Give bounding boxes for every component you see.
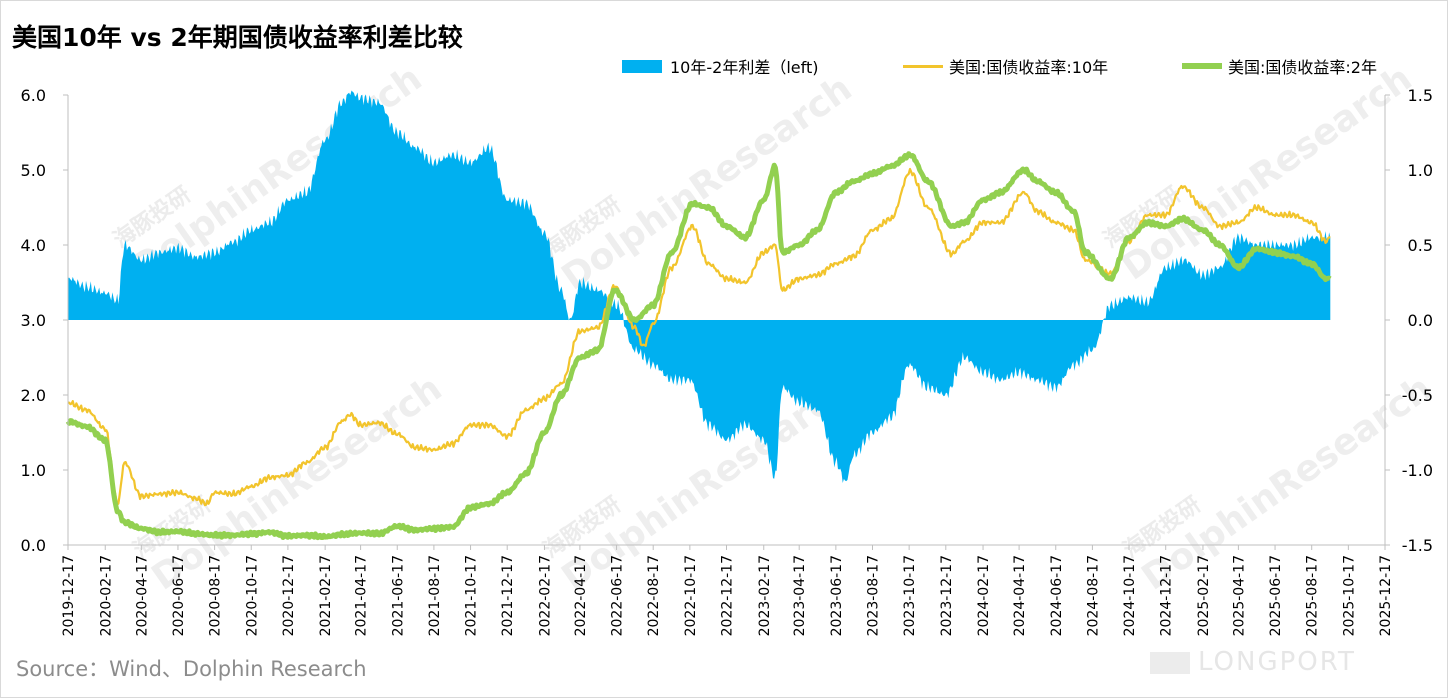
legend-item-10y: 美国:国债收益率:10年 bbox=[903, 54, 1108, 78]
x-tick-label: 2024-02-17 bbox=[976, 555, 992, 636]
y-right-tick-label: 1.5 bbox=[1408, 86, 1433, 105]
legend-item-spread: 10年-2年利差（left) bbox=[622, 54, 818, 78]
x-tick-label: 2023-02-17 bbox=[757, 555, 773, 636]
x-tick-label: 2024-04-17 bbox=[1012, 555, 1028, 636]
y-left-tick-label: 4.0 bbox=[21, 236, 46, 255]
x-tick-label: 2025-08-17 bbox=[1305, 555, 1321, 636]
legend-label-10y: 美国:国债收益率:10年 bbox=[949, 58, 1109, 77]
legend-item-2y: 美国:国债收益率:2年 bbox=[1182, 54, 1377, 78]
y-right-tick-label: -1.0 bbox=[1402, 461, 1433, 480]
legend-label-spread: 10年-2年利差（left) bbox=[670, 58, 819, 77]
x-tick-label: 2024-06-17 bbox=[1049, 555, 1065, 636]
x-tick-label: 2022-10-17 bbox=[683, 555, 699, 636]
chart-title: 美国10年 vs 2年期国债收益率利差比较 bbox=[12, 23, 463, 52]
x-tick-label: 2022-08-17 bbox=[646, 555, 662, 636]
x-tick-label: 2020-06-17 bbox=[171, 555, 187, 636]
x-tick-label: 2024-08-17 bbox=[1085, 555, 1101, 636]
yield-lines-layer bbox=[65, 151, 1332, 541]
y-right-tick-label: 0.5 bbox=[1408, 236, 1433, 255]
y-left-tick-label: 0.0 bbox=[21, 536, 46, 555]
x-tick-label: 2024-12-17 bbox=[1159, 555, 1175, 636]
x-tick-label: 2020-04-17 bbox=[134, 555, 150, 636]
y-left-tick-label: 3.0 bbox=[21, 311, 46, 330]
series-2y-line bbox=[65, 151, 1332, 541]
x-tick-label: 2020-02-17 bbox=[98, 555, 114, 636]
y-right-tick-label: -1.5 bbox=[1402, 536, 1433, 555]
x-tick-label: 2023-06-17 bbox=[829, 555, 845, 636]
legend-swatch-2y bbox=[1182, 63, 1222, 69]
x-tick-label: 2023-10-17 bbox=[902, 555, 918, 636]
y-left-tick-label: 6.0 bbox=[21, 86, 46, 105]
x-tick-label: 2022-06-17 bbox=[610, 555, 626, 636]
brand-logo: LONGPORT bbox=[1150, 647, 1356, 677]
x-tick-label: 2025-06-17 bbox=[1268, 555, 1284, 636]
x-tick-label: 2023-12-17 bbox=[939, 555, 955, 636]
y-right-tick-label: -0.5 bbox=[1402, 386, 1433, 405]
x-tick-label: 2020-08-17 bbox=[208, 555, 224, 636]
x-tick-label: 2022-04-17 bbox=[573, 555, 589, 636]
x-tick-label: 2021-06-17 bbox=[390, 555, 406, 636]
source-note: Source：Wind、Dolphin Research bbox=[16, 657, 367, 681]
x-tick-label: 2021-04-17 bbox=[354, 555, 370, 636]
legend-label-2y: 美国:国债收益率:2年 bbox=[1228, 58, 1377, 77]
x-tick-label: 2025-04-17 bbox=[1231, 555, 1247, 636]
x-tick-label: 2025-10-17 bbox=[1341, 555, 1357, 636]
y-left-tick-label: 5.0 bbox=[21, 161, 46, 180]
x-tick-label: 2021-10-17 bbox=[464, 555, 480, 636]
y-right-tick-label: 1.0 bbox=[1408, 161, 1433, 180]
y-left-tick-label: 2.0 bbox=[21, 386, 46, 405]
brand-mark-icon bbox=[1150, 651, 1190, 674]
x-tick-label: 2020-12-17 bbox=[281, 555, 297, 636]
x-tick-label: 2020-10-17 bbox=[244, 555, 260, 636]
axes-layer: 0.0 1.0 2.0 3.0 4.0 5.0 6.0 -1.5 -1.0 -0.5 0.0 0.5 1… bbox=[21, 86, 1433, 636]
x-tick-label: 2019-12-17 bbox=[61, 555, 77, 636]
x-tick-label: 2025-02-17 bbox=[1196, 555, 1212, 636]
series-spread-area bbox=[68, 90, 1331, 483]
spread-area-layer bbox=[68, 90, 1331, 483]
y-right-tick-label: 0.0 bbox=[1408, 311, 1433, 330]
x-tick-label: 2021-02-17 bbox=[318, 555, 334, 636]
legend-swatch-spread bbox=[622, 59, 662, 73]
legend-swatch-10y bbox=[903, 64, 943, 68]
x-tick-label: 2021-08-17 bbox=[427, 555, 443, 636]
x-tick-label: 2024-10-17 bbox=[1122, 555, 1138, 636]
x-tick-label: 2023-04-17 bbox=[792, 555, 808, 636]
x-tick-label: 2022-12-17 bbox=[720, 555, 736, 636]
x-tick-label: 2025-12-17 bbox=[1378, 555, 1394, 636]
x-tick-label: 2021-12-17 bbox=[500, 555, 516, 636]
x-tick-label: 2023-08-17 bbox=[865, 555, 881, 636]
y-left-tick-label: 1.0 bbox=[21, 461, 46, 480]
x-tick-label: 2022-02-17 bbox=[537, 555, 553, 636]
